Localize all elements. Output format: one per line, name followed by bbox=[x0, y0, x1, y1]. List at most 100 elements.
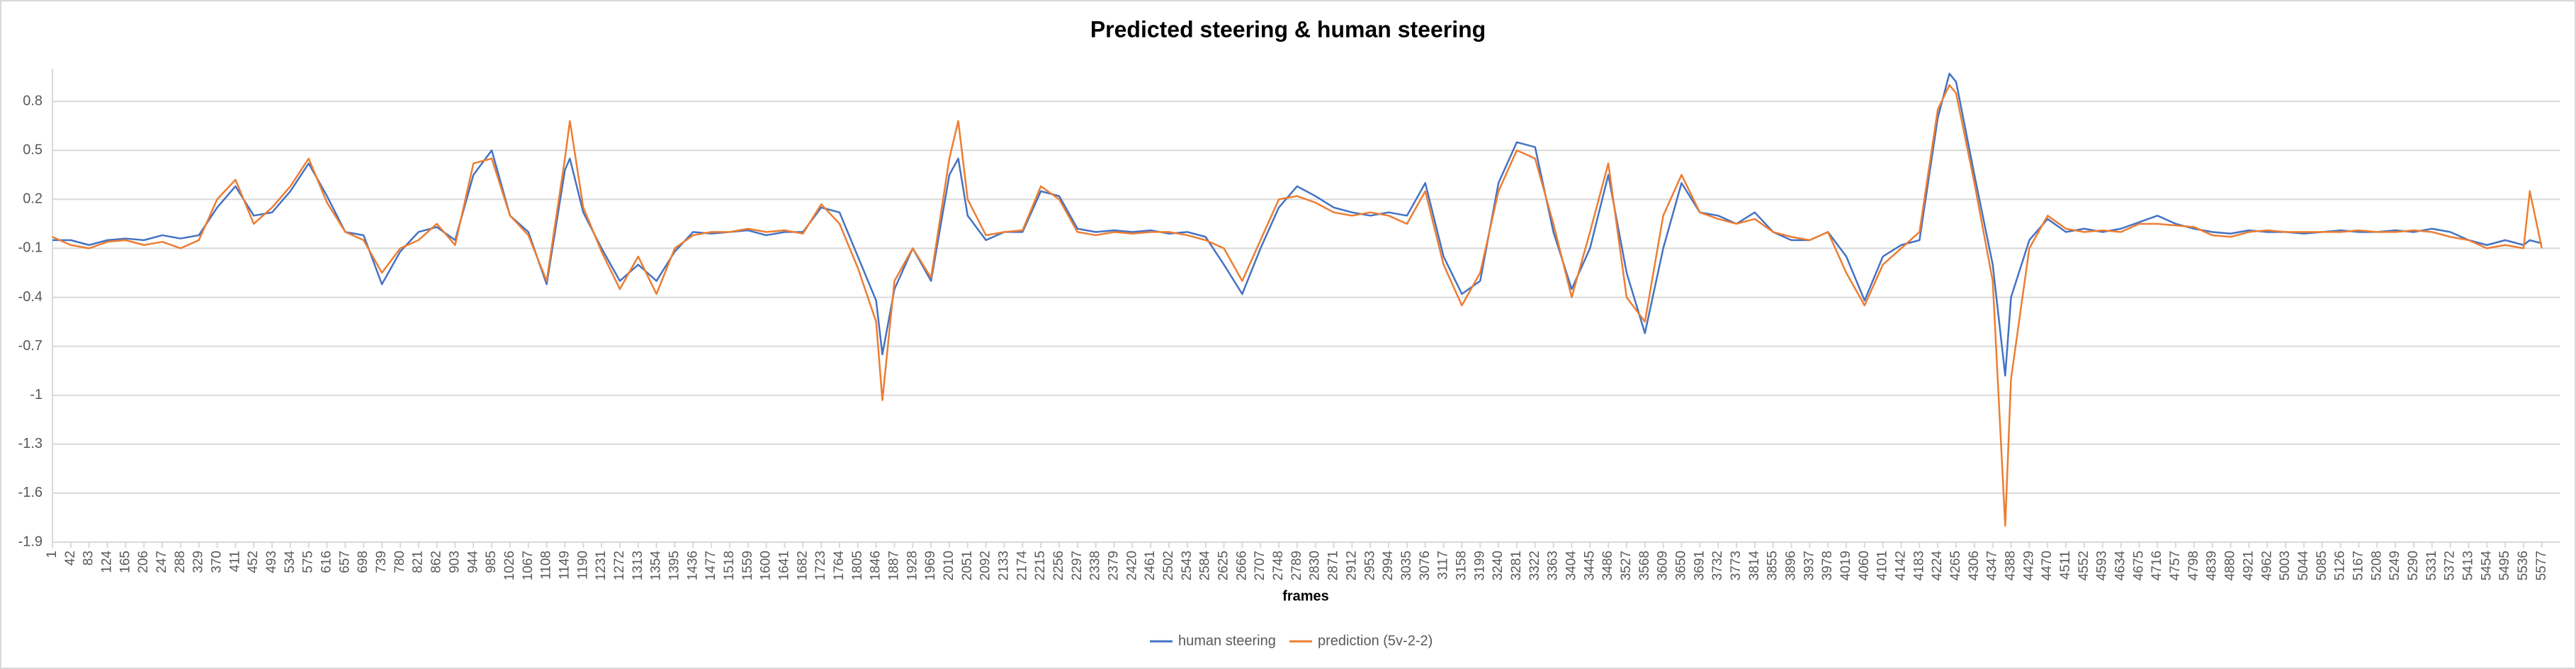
x-tick-label: 1641 bbox=[776, 551, 791, 580]
x-tick-label: 3937 bbox=[1802, 551, 1817, 580]
x-tick-label: 4306 bbox=[1967, 551, 1982, 580]
x-tick-label: 5044 bbox=[2296, 551, 2311, 581]
chart-title: Predicted steering & human steering bbox=[1090, 16, 1486, 42]
x-tick-label: 1354 bbox=[649, 551, 664, 581]
x-tick-label: 5495 bbox=[2497, 551, 2512, 580]
x-tick-label: 1272 bbox=[612, 551, 627, 580]
x-tick-label: 1231 bbox=[594, 551, 609, 580]
x-tick-label: 2625 bbox=[1216, 551, 1231, 580]
x-tick-label: 4511 bbox=[2058, 551, 2073, 580]
x-tick-label: 4470 bbox=[2040, 551, 2055, 580]
x-tick-label: 3773 bbox=[1729, 551, 1744, 580]
y-tick-label: -0.4 bbox=[18, 289, 43, 305]
x-tick-label: 3322 bbox=[1527, 551, 1542, 580]
x-tick-label: 3527 bbox=[1619, 551, 1634, 580]
x-tick-label: 3814 bbox=[1747, 551, 1762, 581]
x-tick-label: 2174 bbox=[1015, 551, 1029, 581]
x-tick-label: 247 bbox=[154, 551, 169, 573]
x-tick-label: 2502 bbox=[1161, 551, 1176, 580]
x-tick-label: 3609 bbox=[1656, 551, 1671, 580]
x-tick-label: 2379 bbox=[1107, 551, 1122, 580]
x-tick-label: 2953 bbox=[1362, 551, 1377, 580]
x-tick-label: 616 bbox=[320, 551, 334, 573]
x-tick-label: 2707 bbox=[1253, 551, 1267, 580]
x-tick-label: 411 bbox=[227, 551, 242, 572]
data-line bbox=[52, 72, 2543, 377]
x-tick-label: 4798 bbox=[2186, 551, 2201, 580]
x-tick-label: 2215 bbox=[1033, 551, 1048, 580]
x-tick-label: 5167 bbox=[2351, 551, 2366, 580]
x-tick-label: 3650 bbox=[1673, 551, 1688, 580]
x-tick-label: 1395 bbox=[667, 551, 682, 580]
x-tick-label: 1887 bbox=[887, 551, 902, 580]
x-tick-label: 5372 bbox=[2443, 551, 2458, 580]
x-tick-label: 575 bbox=[301, 551, 316, 573]
x-tick-label: 4634 bbox=[2113, 551, 2128, 581]
y-tick-label: 0.8 bbox=[23, 93, 43, 108]
x-tick-label: 1190 bbox=[575, 551, 590, 580]
x-tick-label: 1067 bbox=[521, 551, 536, 580]
x-tick-label: 780 bbox=[392, 551, 407, 573]
x-tick-label: 2871 bbox=[1326, 551, 1341, 580]
x-tick-label: 1764 bbox=[832, 551, 847, 581]
x-tick-label: 4142 bbox=[1894, 551, 1909, 580]
x-tick-label: 288 bbox=[173, 551, 188, 573]
x-tick-label: 2584 bbox=[1198, 551, 1213, 581]
x-tick-label: 370 bbox=[210, 551, 225, 573]
y-tick-label: 0.5 bbox=[23, 142, 43, 157]
x-tick-label: 1846 bbox=[869, 551, 883, 580]
x-tick-label: 1805 bbox=[850, 551, 865, 580]
x-tick-label: 165 bbox=[118, 551, 132, 573]
x-tick-label: 3076 bbox=[1418, 551, 1433, 580]
x-tick-label: 1436 bbox=[685, 551, 700, 580]
x-tick-label: 4593 bbox=[2095, 551, 2110, 580]
legend-label: human steering bbox=[1178, 633, 1276, 648]
x-tick-label: 4921 bbox=[2241, 551, 2256, 580]
x-tick-label: 1928 bbox=[905, 551, 920, 580]
x-tick-label: 493 bbox=[264, 551, 279, 573]
x-tick-label: 2051 bbox=[960, 551, 975, 580]
x-tick-label: 1969 bbox=[923, 551, 938, 580]
x-tick-label: 3978 bbox=[1820, 551, 1835, 580]
x-tick-label: 4101 bbox=[1875, 551, 1890, 580]
x-tick-label: 3896 bbox=[1784, 551, 1799, 580]
x-tick-label: 2338 bbox=[1088, 551, 1103, 580]
x-tick-label: 452 bbox=[246, 551, 261, 573]
x-tick-label: 1682 bbox=[795, 551, 810, 580]
x-tick-label: 2297 bbox=[1070, 551, 1085, 580]
x-tick-label: 4224 bbox=[1930, 551, 1945, 581]
x-tick-label: 1313 bbox=[631, 551, 645, 580]
x-tick-label: 3568 bbox=[1637, 551, 1652, 580]
x-tick-label: 4019 bbox=[1838, 551, 1853, 580]
x-axis-title: frames bbox=[1282, 588, 1329, 604]
x-tick-label: 657 bbox=[337, 551, 352, 573]
x-tick-label: 2420 bbox=[1124, 551, 1139, 580]
x-tick-label: 3035 bbox=[1399, 551, 1414, 580]
data-line bbox=[52, 84, 2543, 527]
legend-label: prediction (5v-2-2) bbox=[1318, 633, 1433, 648]
x-tick-label: 124 bbox=[100, 551, 115, 573]
x-tick-label: 5454 bbox=[2479, 551, 2494, 581]
x-tick-label: 4265 bbox=[1948, 551, 1963, 580]
y-tick-label: -0.7 bbox=[18, 338, 43, 354]
x-tick-label: 1 bbox=[45, 551, 60, 558]
x-tick-label: 2133 bbox=[997, 551, 1012, 580]
x-tick-label: 3732 bbox=[1710, 551, 1725, 580]
x-tick-label: 5208 bbox=[2369, 551, 2384, 580]
x-tick-label: 3117 bbox=[1436, 551, 1451, 580]
y-tick-label: -1 bbox=[30, 387, 43, 403]
x-tick-label: 4388 bbox=[2004, 551, 2018, 580]
y-tick-label: -1.9 bbox=[18, 534, 43, 549]
x-tick-label: 903 bbox=[447, 551, 462, 573]
x-tick-label: 3404 bbox=[1564, 551, 1578, 581]
x-tick-label: 2994 bbox=[1381, 551, 1396, 581]
x-tick-label: 4552 bbox=[2077, 551, 2091, 580]
x-tick-label: 4060 bbox=[1857, 551, 1872, 580]
x-tick-label: 5003 bbox=[2278, 551, 2293, 580]
x-tick-label: 2666 bbox=[1234, 551, 1249, 580]
x-tick-label: 3855 bbox=[1766, 551, 1780, 580]
x-tick-label: 2092 bbox=[978, 551, 993, 580]
x-tick-label: 3281 bbox=[1509, 551, 1524, 580]
x-tick-label: 42 bbox=[63, 551, 78, 566]
y-tick-label: -1.3 bbox=[18, 436, 43, 451]
